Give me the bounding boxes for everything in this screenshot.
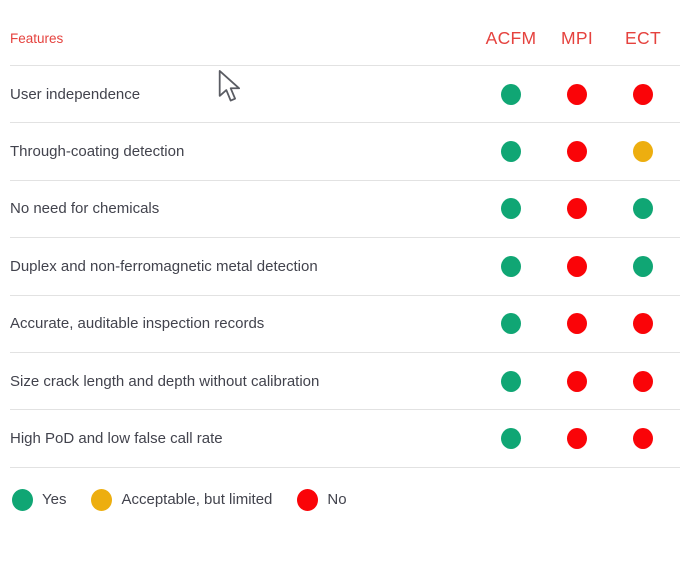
table-row: Accurate, auditable inspection records — [10, 296, 680, 353]
method-column-headers: ACFM MPI ECT — [478, 28, 680, 49]
status-cell — [610, 370, 676, 392]
features-column-header: Features — [10, 31, 64, 46]
status-cell — [610, 141, 676, 163]
legend-yes-dot-icon — [12, 488, 33, 511]
status-yes-dot-icon — [501, 255, 521, 277]
column-header-ect: ECT — [625, 28, 661, 48]
status-no-dot-icon — [567, 83, 587, 105]
feature-label: High PoD and low false call rate — [10, 430, 223, 448]
table-row: Size crack length and depth without cali… — [10, 353, 680, 411]
status-no-dot-icon — [633, 370, 653, 392]
status-cells — [478, 313, 680, 335]
legend-limited-dot-icon — [91, 488, 113, 511]
status-cell — [610, 198, 676, 220]
table-header-row: Features ACFM MPI ECT — [10, 0, 680, 66]
feature-label: Accurate, auditable inspection records — [10, 315, 265, 333]
legend-label: Acceptable, but limited — [121, 491, 273, 509]
legend-item-yes: Yes — [12, 488, 67, 511]
status-cell — [544, 313, 610, 335]
status-cell — [478, 255, 544, 277]
status-yes-dot-icon — [501, 83, 521, 105]
legend-item-limited: Acceptable, but limited — [91, 488, 273, 511]
status-no-dot-icon — [633, 313, 653, 335]
feature-label: Duplex and non-ferromagnetic metal detec… — [10, 257, 318, 275]
feature-label: Size crack length and depth without cali… — [10, 372, 320, 390]
table-body: User independence Through-coating detecti… — [10, 66, 680, 468]
status-no-dot-icon — [567, 141, 587, 163]
status-no-dot-icon — [567, 198, 587, 220]
status-cell — [544, 141, 610, 163]
feature-comparison-table: Features ACFM MPI ECT User independence Thr… — [10, 0, 680, 511]
status-no-dot-icon — [567, 313, 587, 335]
legend-label: Yes — [42, 491, 67, 509]
feature-label: User independence — [10, 85, 141, 103]
status-no-dot-icon — [567, 370, 587, 392]
table-row: High PoD and low false call rate — [10, 410, 680, 468]
status-yes-dot-icon — [501, 198, 521, 220]
status-cell — [478, 141, 544, 163]
status-cell — [610, 255, 676, 277]
column-header-acfm: ACFM — [485, 28, 537, 48]
status-yes-dot-icon — [501, 370, 521, 392]
status-cells — [478, 255, 680, 277]
status-no-dot-icon — [633, 83, 653, 105]
status-yes-dot-icon — [501, 428, 521, 450]
status-cell — [478, 428, 544, 450]
status-cell — [544, 428, 610, 450]
legend-label: No — [327, 491, 347, 509]
legend: Yes Acceptable, but limited No — [10, 488, 680, 511]
legend-no-dot-icon — [297, 488, 319, 511]
table-row: No need for chemicals — [10, 181, 680, 239]
feature-label: Through-coating detection — [10, 143, 185, 161]
table-row: Through-coating detection — [10, 123, 680, 181]
status-cell — [610, 313, 676, 335]
status-no-dot-icon — [567, 255, 587, 277]
status-cell — [478, 313, 544, 335]
status-limited-dot-icon — [633, 141, 653, 163]
feature-label: No need for chemicals — [10, 200, 160, 218]
status-yes-dot-icon — [633, 198, 653, 220]
status-cells — [478, 198, 680, 220]
status-cells — [478, 370, 680, 392]
status-cells — [478, 428, 680, 450]
legend-item-no: No — [297, 488, 347, 511]
status-yes-dot-icon — [501, 313, 521, 335]
status-cell — [544, 370, 610, 392]
status-cell — [478, 370, 544, 392]
status-cell — [478, 198, 544, 220]
status-cell — [610, 83, 676, 105]
status-yes-dot-icon — [633, 255, 653, 277]
status-cell — [544, 83, 610, 105]
status-no-dot-icon — [633, 428, 653, 450]
table-row: Duplex and non-ferromagnetic metal detec… — [10, 238, 680, 296]
status-yes-dot-icon — [501, 141, 521, 163]
status-cell — [544, 198, 610, 220]
status-no-dot-icon — [567, 428, 587, 450]
status-cell — [610, 428, 676, 450]
status-cells — [478, 141, 680, 163]
column-header-mpi: MPI — [560, 28, 593, 48]
status-cells — [478, 83, 680, 105]
table-row: User independence — [10, 66, 680, 124]
status-cell — [478, 83, 544, 105]
status-cell — [544, 255, 610, 277]
